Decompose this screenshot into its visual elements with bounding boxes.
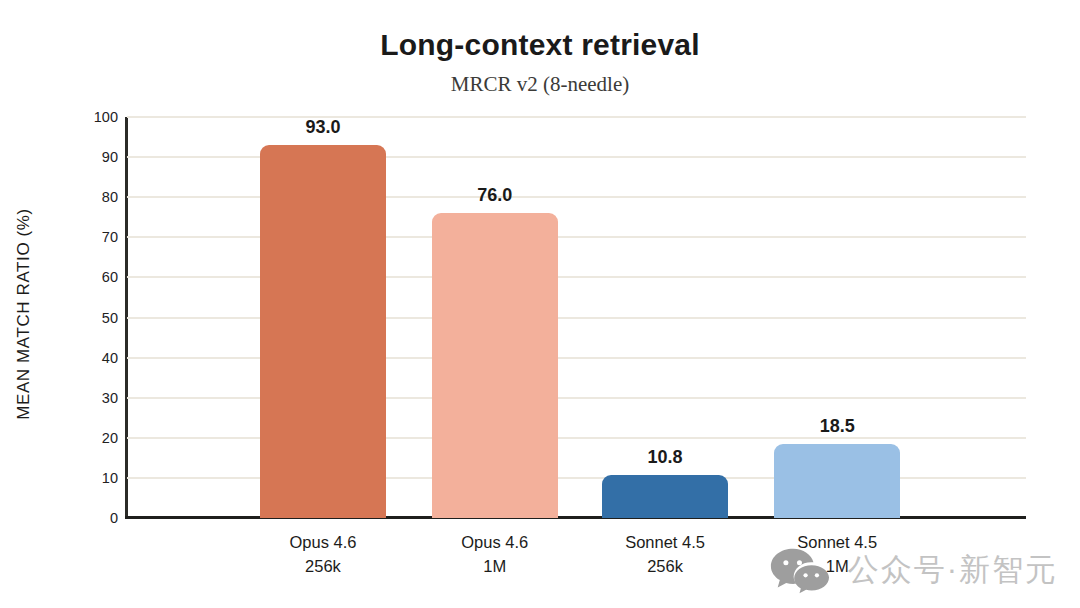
bar-value-label: 18.5	[820, 416, 855, 437]
y-tick-label: 0	[110, 510, 118, 526]
y-tick-label: 20	[102, 430, 118, 446]
x-tick-line: Opus 4.6	[461, 530, 528, 554]
bar-value-label: 76.0	[477, 185, 512, 206]
y-axis-title: MEAN MATCH RATIO (%)	[14, 184, 40, 444]
y-tick-label: 70	[102, 229, 118, 245]
x-tick-label: Opus 4.6256k	[289, 530, 356, 578]
x-tick-label: Opus 4.61M	[461, 530, 528, 578]
bar-value-label: 10.8	[648, 447, 683, 468]
plot-area: 93.0 76.0 10.8 18.5	[127, 117, 1026, 518]
chart-figure: Long-context retrieval MRCR v2 (8-needle…	[0, 0, 1080, 608]
x-tick-line: Sonnet 4.5	[797, 530, 877, 554]
y-tick-label: 50	[102, 310, 118, 326]
y-tick-label: 100	[94, 109, 118, 125]
bar-sonnet-4-5-1m	[774, 444, 900, 518]
y-tick-label: 30	[102, 390, 118, 406]
y-tick-label: 60	[102, 269, 118, 285]
x-tick-line: Sonnet 4.5	[625, 530, 705, 554]
x-tick-label: Sonnet 4.51M	[797, 530, 877, 578]
y-tick-label: 10	[102, 470, 118, 486]
x-tick-line: 1M	[461, 554, 528, 578]
x-tick-line: 1M	[797, 554, 877, 578]
bar-opus-4-6-256k	[260, 145, 386, 518]
y-tick-labels: 0102030405060708090100	[75, 117, 118, 518]
bar-sonnet-4-5-256k	[602, 475, 728, 518]
bar-opus-4-6-1m	[432, 213, 558, 518]
y-tick-label: 80	[102, 189, 118, 205]
x-tick-line: Opus 4.6	[289, 530, 356, 554]
y-tick-label: 90	[102, 149, 118, 165]
chart-title: Long-context retrieval	[0, 28, 1080, 62]
x-tick-line: 256k	[289, 554, 356, 578]
y-tick-label: 40	[102, 350, 118, 366]
chart-subtitle: MRCR v2 (8-needle)	[0, 72, 1080, 97]
bar-value-label: 93.0	[305, 117, 340, 138]
x-tick-label: Sonnet 4.5256k	[625, 530, 705, 578]
x-tick-labels: Opus 4.6256kOpus 4.61MSonnet 4.5256kSonn…	[127, 530, 1026, 590]
x-tick-line: 256k	[625, 554, 705, 578]
gridline	[127, 116, 1026, 118]
